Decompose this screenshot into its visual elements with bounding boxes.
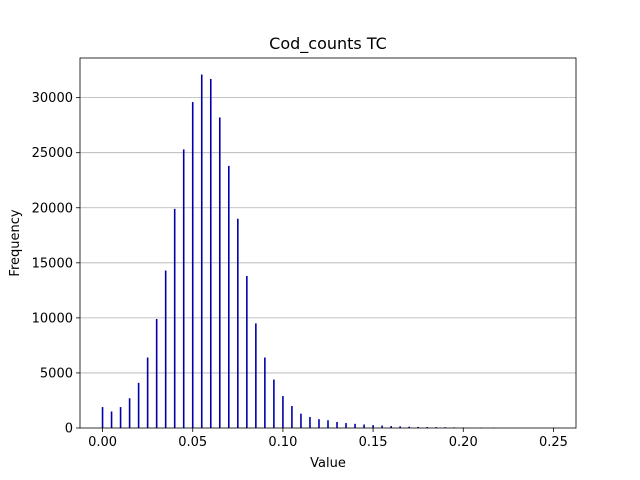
histogram-bar	[128, 398, 131, 428]
histogram-bar	[191, 102, 194, 429]
histogram-bar	[228, 165, 230, 428]
histogram-bar	[435, 427, 438, 428]
histogram-bar	[408, 426, 410, 428]
plot-frame	[79, 57, 577, 429]
x-axis-ticks: 0.00 0.05 0.10 0.15 0.20 0.25	[88, 428, 568, 450]
histogram-bar	[101, 407, 104, 428]
histogram-bar	[173, 208, 176, 428]
histogram-bar	[209, 78, 212, 429]
histogram-bar	[354, 423, 356, 428]
x-tick-label: 0.10	[268, 435, 297, 450]
histogram-bar	[345, 423, 347, 428]
y-tick-label: 25000	[32, 146, 73, 161]
histogram-bar	[318, 419, 320, 428]
histogram-bar	[246, 276, 248, 428]
histogram-bar	[146, 357, 149, 428]
histogram-bar	[381, 425, 383, 428]
histogram-bar	[390, 426, 392, 428]
histogram-bar	[282, 396, 284, 428]
chart-title: Cod_counts TC	[269, 34, 387, 54]
y-tick-label: 30000	[32, 91, 73, 106]
histogram-bar	[426, 427, 428, 428]
x-tick-label: 0.25	[539, 435, 568, 450]
histogram-bar	[182, 149, 185, 428]
x-tick-label: 0.20	[449, 435, 478, 450]
histogram-bar	[291, 405, 293, 428]
histogram-bar	[372, 425, 374, 428]
histogram-bar	[327, 420, 329, 428]
grid-lines	[80, 97, 576, 374]
y-tick-label: 0	[65, 422, 73, 437]
histogram-bar	[300, 413, 302, 428]
histogram-bar	[164, 270, 167, 428]
x-axis-label: Value	[310, 456, 346, 471]
histogram-bar	[255, 323, 257, 428]
plot-area	[80, 58, 576, 428]
y-tick-label: 10000	[32, 311, 73, 326]
y-tick-label: 20000	[32, 201, 73, 216]
histogram-bar	[119, 407, 122, 428]
x-tick-label: 0.00	[88, 435, 117, 450]
histogram-bar	[110, 411, 113, 428]
histogram-bar	[273, 379, 275, 428]
y-tick-label: 15000	[32, 256, 73, 271]
histogram-bar	[237, 218, 239, 428]
histogram-bar	[264, 357, 266, 428]
histogram-bar	[336, 421, 338, 428]
x-tick-label: 0.05	[178, 435, 207, 450]
histogram-bar	[399, 426, 401, 428]
y-tick-label: 5000	[40, 366, 73, 381]
histogram-bar	[155, 318, 158, 428]
y-axis-label: Frequency	[8, 209, 23, 276]
histogram-bar	[200, 74, 203, 429]
x-tick-label: 0.15	[359, 435, 388, 450]
histogram-bar	[363, 424, 365, 428]
bars	[101, 74, 555, 429]
histogram-bar	[309, 416, 311, 428]
histogram-bar	[137, 382, 140, 428]
y-axis-ticks: 0 5000 10000 15000 20000 25000 30000	[32, 91, 80, 437]
histogram-bar	[218, 117, 221, 428]
histogram-bar	[417, 426, 419, 428]
